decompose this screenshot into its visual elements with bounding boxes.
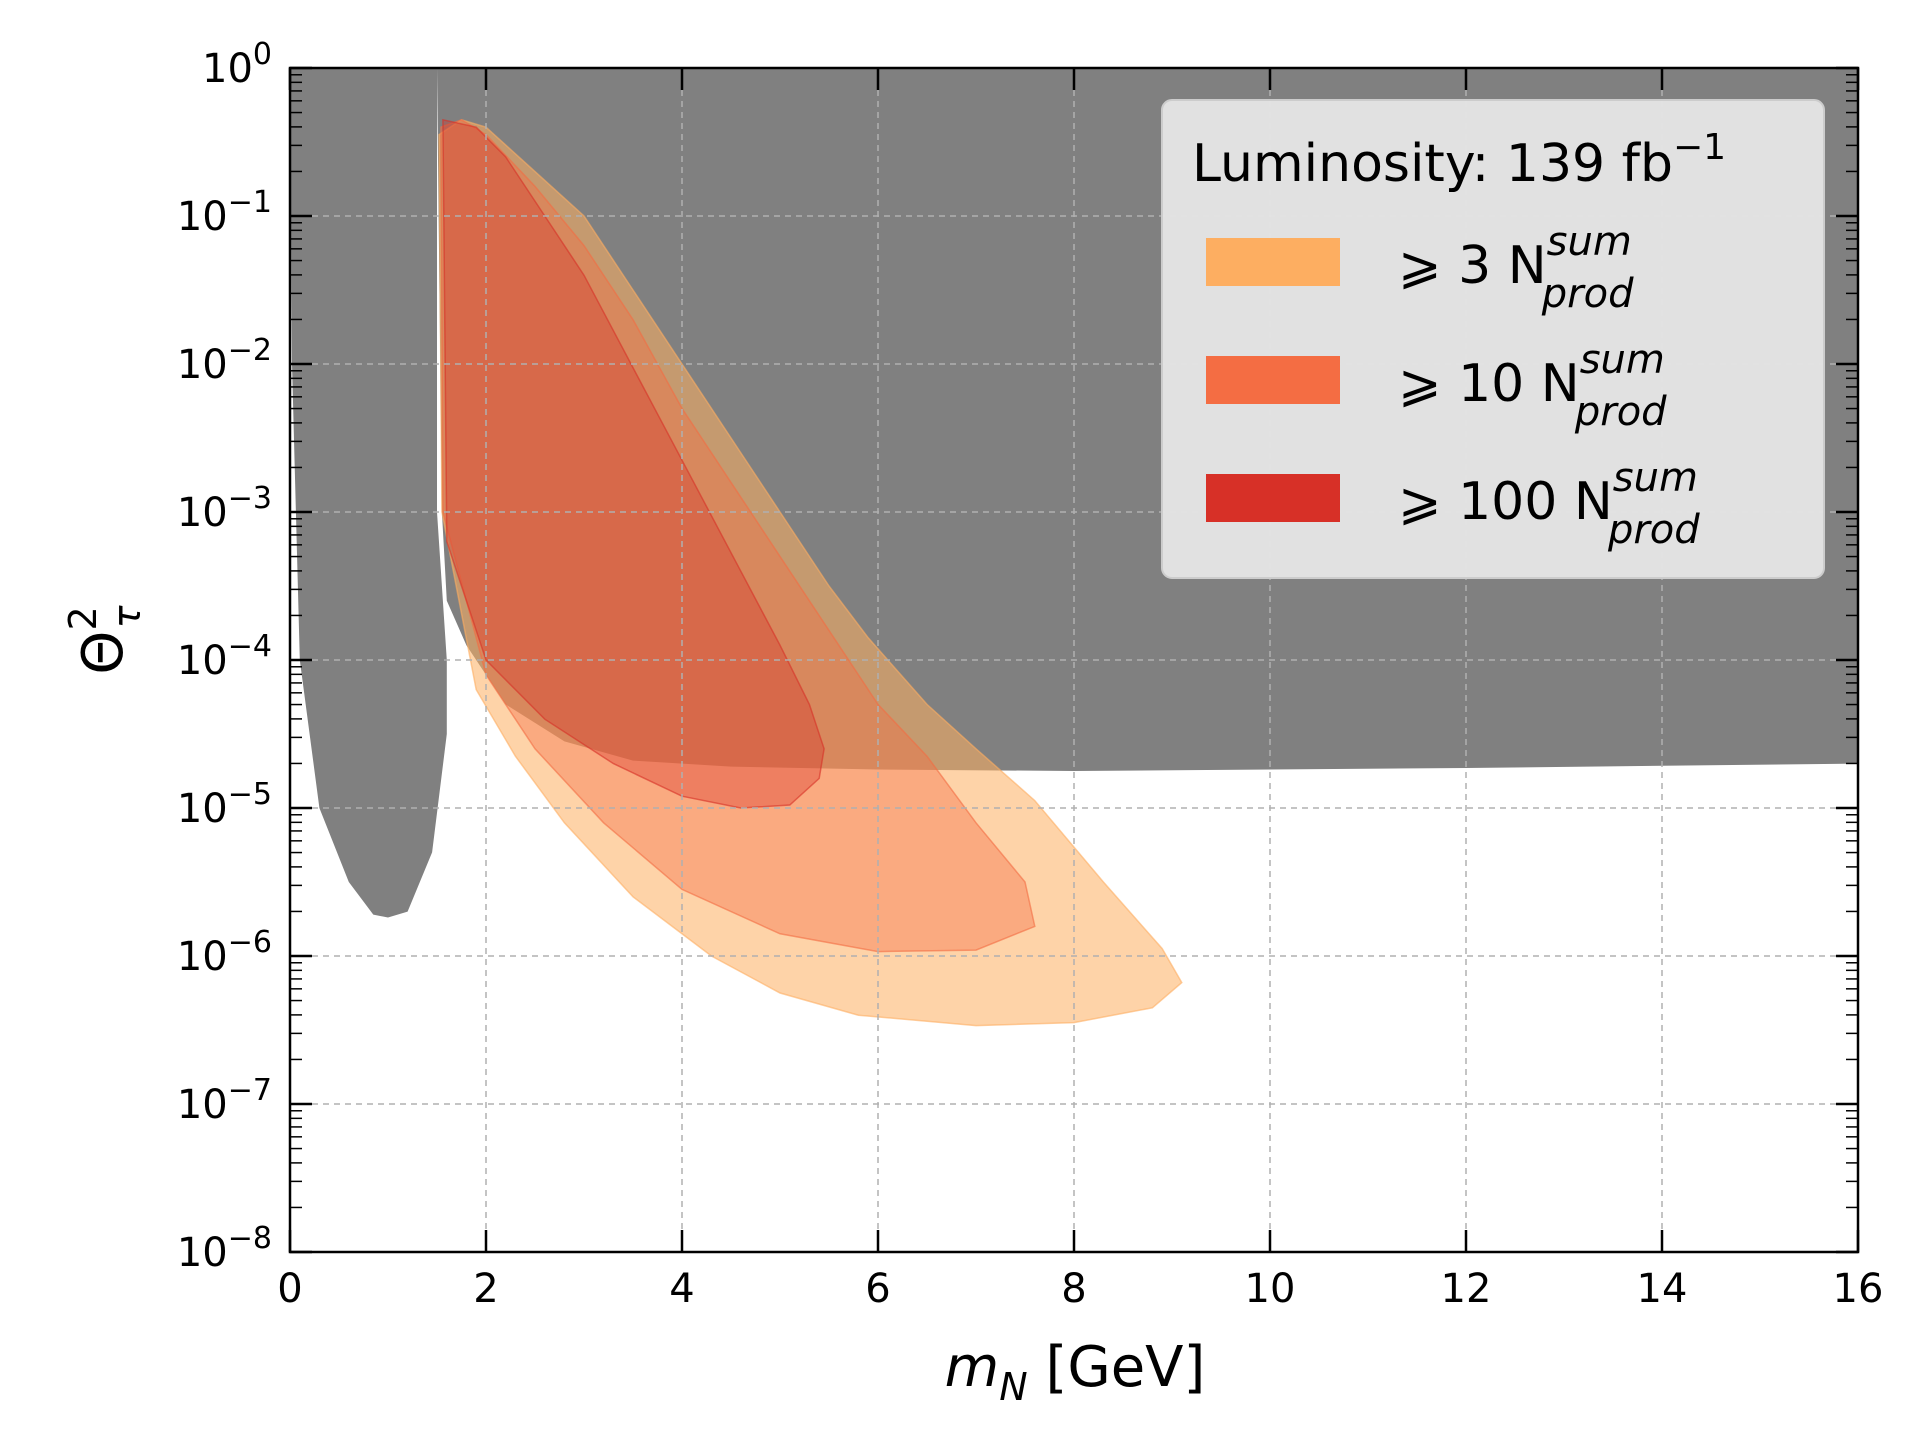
legend-entry-100: ⩾ 100 Nsum prod — [1398, 455, 1700, 553]
legend-entry-100-subscript: prod — [1607, 507, 1700, 553]
y-axis-label: Θ2τ — [61, 604, 149, 674]
y-tick-label: 100 — [202, 37, 272, 92]
legend: Luminosity: 139 fb−1 ⩾ 3 Nsum prod ⩾ 10 N… — [1161, 99, 1825, 579]
legend-entry-3-prefix: ⩾ 3 N — [1398, 236, 1547, 296]
y-tick-label: 10−1 — [177, 185, 272, 240]
x-tick-label: 8 — [1061, 1266, 1086, 1312]
x-axis-label-subscript: N — [999, 1365, 1027, 1409]
x-axis-label-unit: [GeV] — [1028, 1335, 1206, 1400]
legend-entry-10-prefix: ⩾ 10 N — [1398, 354, 1580, 414]
sensitivity-region-100 — [442, 118, 825, 809]
y-axis-label-subscript: τ — [105, 604, 149, 628]
y-tick-label: 10−3 — [177, 481, 272, 536]
axis-ticks: 0 2 4 6 8 10 12 14 16 100 10−1 10−2 10−3 10−4 10−5 10−6… — [177, 37, 1884, 1312]
x-axis-label: mN [GeV] — [945, 1335, 1206, 1409]
legend-swatch-3 — [1206, 238, 1340, 286]
x-tick-label: 6 — [865, 1266, 890, 1312]
legend-title-superscript: −1 — [1673, 127, 1726, 168]
sensitivity-region-10 — [440, 118, 1036, 953]
x-tick-label: 10 — [1245, 1266, 1296, 1312]
x-tick-label: 14 — [1637, 1266, 1688, 1312]
legend-title: Luminosity: 139 fb−1 — [1192, 127, 1726, 194]
x-axis-label-symbol: m — [945, 1335, 1000, 1400]
legend-swatch-10 — [1206, 356, 1340, 404]
legend-entry-3-superscript: sum — [1547, 219, 1632, 265]
legend-entry-3: ⩾ 3 Nsum prod — [1398, 219, 1634, 317]
y-tick-label: 10−7 — [177, 1073, 272, 1128]
legend-swatch-100 — [1206, 474, 1340, 522]
x-tick-label: 4 — [669, 1266, 694, 1312]
legend-title-text: Luminosity: 139 fb — [1192, 134, 1673, 194]
y-axis-label-superscript: 2 — [61, 606, 105, 630]
svg-text:Θ2τ: Θ2τ — [61, 604, 149, 674]
grid — [290, 68, 1858, 1252]
y-tick-label: 10−2 — [177, 333, 272, 388]
y-tick-label: 10−6 — [177, 925, 272, 980]
legend-entry-10: ⩾ 10 Nsum prod — [1398, 337, 1667, 435]
x-tick-label: 16 — [1833, 1266, 1884, 1312]
y-tick-label: 10−5 — [177, 777, 272, 832]
plot-frame — [288, 66, 1860, 1254]
legend-box — [1161, 99, 1825, 579]
x-tick-label: 0 — [277, 1266, 302, 1312]
x-tick-label: 12 — [1441, 1266, 1492, 1312]
legend-entry-10-subscript: prod — [1574, 389, 1667, 435]
legend-entry-10-superscript: sum — [1580, 337, 1665, 383]
legend-entry-100-superscript: sum — [1613, 455, 1698, 501]
legend-entry-100-prefix: ⩾ 100 N — [1398, 472, 1613, 532]
sensitivity-region-3 — [438, 118, 1183, 1027]
y-axis-label-symbol: Θ — [71, 631, 136, 675]
y-tick-label: 10−4 — [177, 629, 272, 684]
legend-entry-3-subscript: prod — [1541, 271, 1634, 317]
x-tick-label: 2 — [473, 1266, 498, 1312]
y-tick-label: 10−8 — [177, 1221, 272, 1276]
